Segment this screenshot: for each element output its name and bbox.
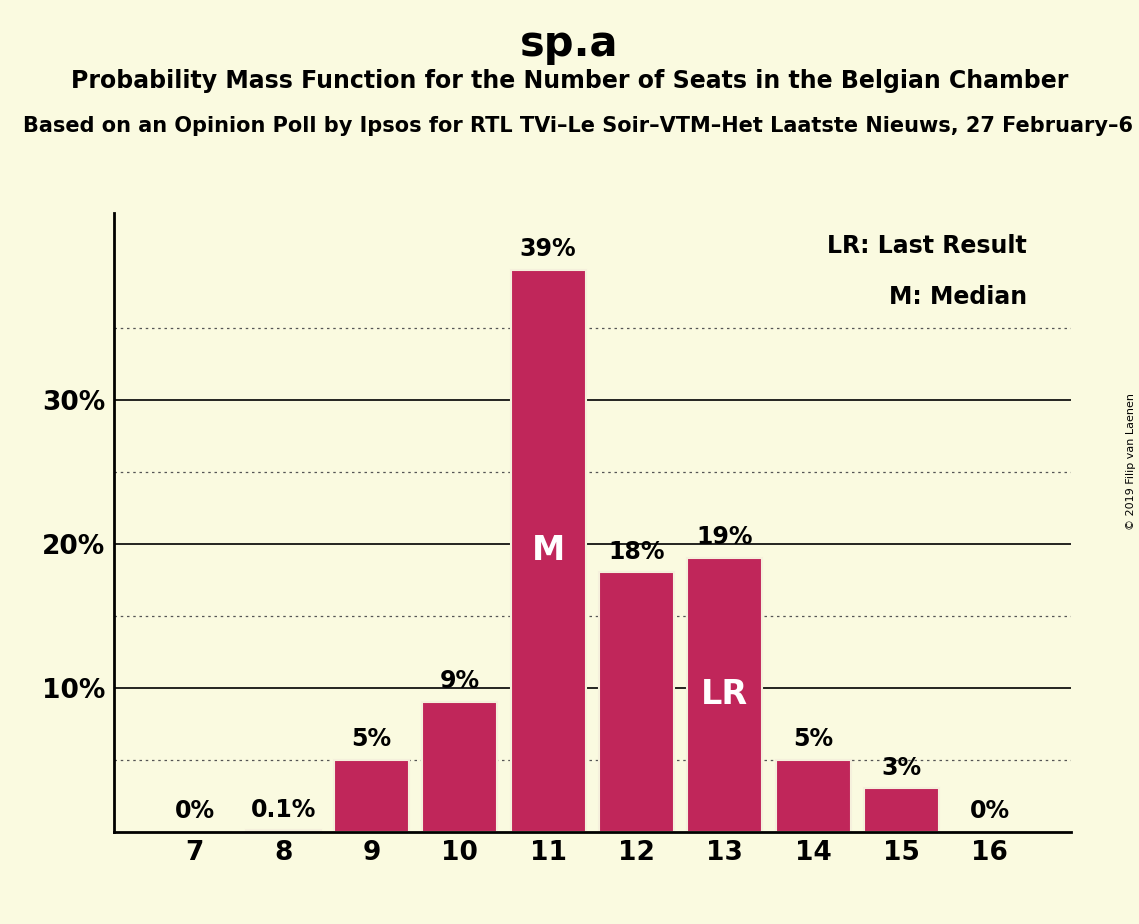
Text: LR: LR: [702, 678, 748, 711]
Text: 5%: 5%: [793, 727, 833, 751]
Text: 5%: 5%: [352, 727, 392, 751]
Text: Based on an Opinion Poll by Ipsos for RTL TVi–Le Soir–VTM–Het Laatste Nieuws, 27: Based on an Opinion Poll by Ipsos for RT…: [23, 116, 1139, 136]
Text: © 2019 Filip van Laenen: © 2019 Filip van Laenen: [1126, 394, 1136, 530]
Text: 18%: 18%: [608, 540, 665, 564]
Bar: [246, 830, 321, 832]
Text: M: M: [532, 534, 565, 567]
Text: 39%: 39%: [519, 237, 576, 261]
Text: 0.1%: 0.1%: [251, 797, 316, 821]
Bar: [687, 558, 762, 832]
Text: 3%: 3%: [882, 756, 921, 780]
Text: Probability Mass Function for the Number of Seats in the Belgian Chamber: Probability Mass Function for the Number…: [71, 69, 1068, 93]
Text: sp.a: sp.a: [521, 23, 618, 65]
Bar: [599, 573, 674, 832]
Bar: [423, 702, 498, 832]
Text: M: Median: M: Median: [888, 285, 1026, 309]
Bar: [776, 760, 851, 832]
Text: LR: Last Result: LR: Last Result: [827, 234, 1026, 258]
Text: 19%: 19%: [696, 526, 753, 550]
Bar: [510, 270, 585, 832]
Text: 0%: 0%: [969, 799, 1009, 823]
Text: 0%: 0%: [175, 799, 215, 823]
Text: 9%: 9%: [440, 669, 480, 693]
Bar: [863, 788, 939, 832]
Bar: [334, 760, 409, 832]
